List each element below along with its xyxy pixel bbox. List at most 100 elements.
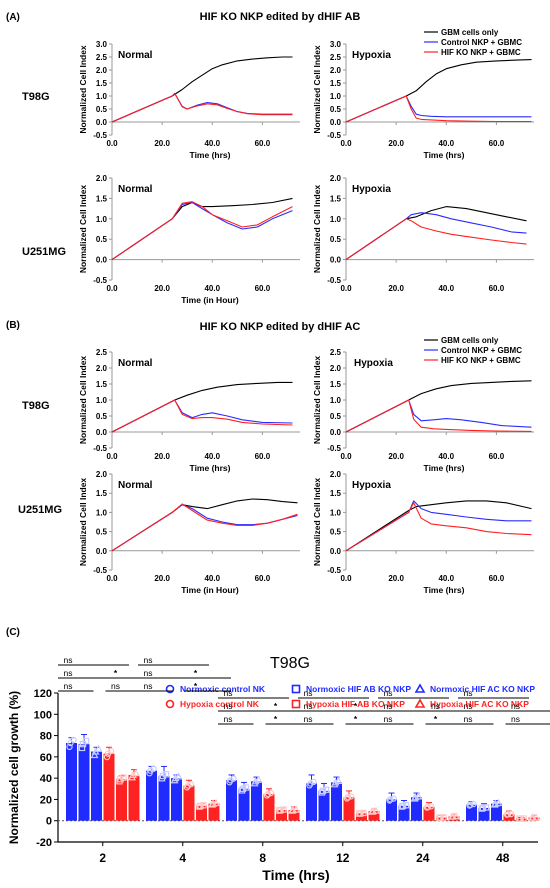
- legend-label: GBM cells only: [441, 336, 499, 345]
- replicate-marker-circle: [387, 796, 394, 803]
- series-line-control-nkp-gbmc: [345, 95, 532, 123]
- replicate-marker-triangle: [448, 812, 458, 820]
- bar: [103, 753, 115, 821]
- significance-label: *: [354, 701, 358, 711]
- replicate-marker-circle: [184, 782, 192, 789]
- series-line-gbm-cells-only: [111, 56, 293, 123]
- x-tick-label: 20.0: [154, 284, 170, 293]
- row-label-b-bottom: U251MG: [18, 504, 62, 516]
- bar: [91, 751, 102, 821]
- x-tick-label: 20.0: [154, 139, 170, 148]
- replicate-marker-triangle: [128, 770, 138, 779]
- y-tick-label: 3.0: [96, 40, 108, 49]
- replicate-marker-triangle: [90, 750, 99, 759]
- condition-label: Hypoxia: [352, 480, 391, 491]
- y-tick-label: 0.5: [96, 105, 108, 114]
- replicate-marker-triangle: [251, 777, 260, 785]
- significance-label: ns: [224, 688, 233, 698]
- significance-label: ns: [384, 701, 393, 711]
- legend-label: GBM cells only: [441, 28, 499, 37]
- significance-label: ns: [384, 714, 393, 724]
- x-tick-label: 60.0: [255, 139, 271, 148]
- legend-label: Normoxic control NK: [180, 684, 266, 694]
- line-chart-B1: -0.50.00.51.01.52.02.50.0 20.0 40.0 60.0Tim…: [78, 348, 300, 473]
- y-tick-label: 2.0: [96, 364, 108, 373]
- series-line-hif-ko-nkp-gbmc: [111, 399, 293, 433]
- y-tick-label: -0.5: [327, 131, 341, 140]
- y-tick-label: 0.0: [330, 428, 342, 437]
- x-tick-label: 40.0: [438, 574, 454, 583]
- y-tick-label: 2.0: [330, 66, 342, 75]
- replicate-marker-square: [319, 787, 327, 795]
- row-label-b-top: T98G: [22, 400, 50, 412]
- y-tick-label: 2.5: [330, 53, 342, 62]
- x-axis-label: Time (hrs): [190, 150, 231, 160]
- bar: [386, 799, 397, 821]
- replicate-marker-circle: [390, 795, 397, 802]
- replicate-marker-triangle: [491, 799, 500, 807]
- bar: [478, 807, 490, 821]
- significance-label: ns: [431, 701, 440, 711]
- panel-label-b: (B): [6, 320, 20, 331]
- replicate-marker-circle: [424, 803, 432, 811]
- line-chart-A2: -0.50.00.51.01.52.02.53.00.0 20.0 40.0 60.0…: [312, 28, 534, 160]
- x-tick-label: 40.0: [204, 574, 220, 583]
- legend-marker-triangle: [414, 698, 426, 708]
- y-tick-label: 0.5: [96, 235, 108, 244]
- y-tick-label: 1.0: [330, 92, 342, 101]
- replicate-marker-circle: [507, 810, 515, 818]
- significance-label: ns: [144, 655, 153, 665]
- x-axis-label: Time (hrs): [190, 463, 231, 473]
- condition-label: Hypoxia: [352, 50, 391, 61]
- bar: [411, 797, 422, 821]
- series-line-control-nkp-gbmc: [111, 92, 293, 123]
- y-axis-label: Normalized Cell Index: [312, 45, 322, 134]
- significance-label: ns: [464, 714, 473, 724]
- significance-label: *: [194, 668, 198, 678]
- y-tick-label: 0.0: [96, 118, 108, 127]
- x-tick-label: 60.0: [489, 139, 505, 148]
- row-label-a-top: T98G: [22, 91, 50, 103]
- y-tick-label: 1.5: [330, 380, 342, 389]
- replicate-marker-circle: [187, 780, 195, 788]
- line-chart-A4: -0.50.00.51.01.52.00.0 20.0 40.0 60.0Normal…: [312, 174, 534, 293]
- replicate-marker-circle: [467, 801, 474, 808]
- replicate-marker-square: [479, 804, 487, 812]
- bar: [306, 783, 317, 821]
- y-tick-label: 2.5: [330, 348, 342, 357]
- section-title-b: HIF KO NKP edited by dHIF AC: [200, 321, 361, 333]
- significance-label: *: [354, 714, 358, 724]
- replicate-marker-circle: [264, 790, 272, 798]
- legend-label: Hypoxia HIF AB KO NKP: [306, 699, 405, 709]
- replicate-marker-circle: [267, 789, 275, 797]
- bar: [183, 785, 195, 821]
- x-tick-label: 40.0: [204, 452, 220, 461]
- x-tick-label: 40.0: [438, 284, 454, 293]
- y-tick-label: 60: [40, 752, 52, 764]
- series-line-control-nkp-gbmc: [111, 504, 298, 552]
- bar: [196, 805, 207, 821]
- bar: [116, 779, 127, 821]
- series-line-hif-ko-nkp-gbmc: [345, 502, 532, 552]
- y-tick-label: 1.0: [96, 215, 108, 224]
- x-tick-label: 12: [336, 851, 350, 865]
- y-tick-label: 0.0: [96, 428, 108, 437]
- bar: [503, 814, 515, 821]
- bar-chart-panel: T98G Normoxic control NK Normoxic HIF AB K…: [7, 655, 550, 883]
- replicate-marker-circle: [67, 739, 74, 747]
- replicate-marker-triangle: [368, 806, 378, 815]
- series-line-control-nkp-gbmc: [111, 399, 293, 433]
- series-line-hif-ko-nkp-gbmc: [111, 201, 293, 261]
- replicate-marker-circle: [504, 811, 512, 818]
- replicate-marker-square: [277, 806, 284, 814]
- bar: [158, 776, 170, 821]
- condition-label: Normal: [118, 50, 153, 61]
- y-tick-label: 1.0: [330, 508, 342, 517]
- x-tick-label: 40.0: [438, 452, 454, 461]
- y-tick-label: 0.5: [330, 528, 342, 537]
- replicate-marker-triangle: [411, 793, 420, 801]
